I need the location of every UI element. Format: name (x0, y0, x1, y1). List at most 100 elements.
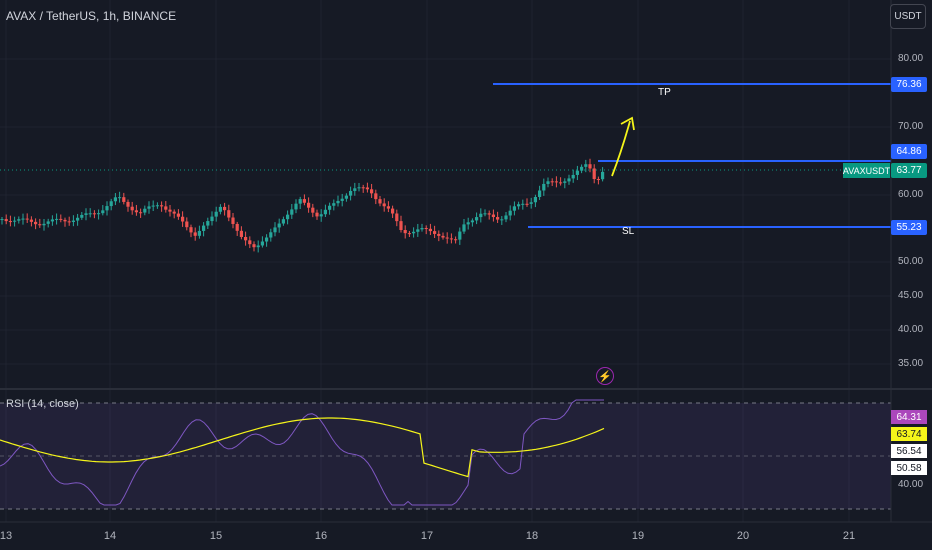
candle-body (592, 168, 596, 180)
candle-body (113, 197, 117, 202)
price-label-80: 80.00 (898, 53, 924, 64)
candle-body (227, 210, 231, 218)
candle-body (21, 218, 25, 220)
candle-body (365, 187, 369, 190)
rsi-legend[interactable]: RSI (14, close) (6, 398, 79, 410)
candle-body (46, 221, 50, 224)
candle-body (176, 213, 180, 217)
candle-body (0, 219, 4, 221)
candle-body (508, 210, 512, 216)
candle-body (475, 217, 479, 221)
candle-body (147, 206, 151, 209)
candle-body (155, 205, 159, 207)
candle-body (206, 221, 210, 226)
candle-body (265, 237, 269, 242)
grid (0, 0, 891, 522)
candle-body (235, 223, 239, 231)
candle-body (88, 213, 92, 215)
candle-body (118, 197, 122, 199)
candle-body (218, 206, 222, 212)
candle-body (546, 181, 550, 184)
candle-body (80, 214, 84, 218)
candle-body (181, 216, 185, 222)
candle-body (521, 203, 525, 205)
candle-body (17, 219, 21, 221)
candle-body (294, 203, 298, 210)
candle-body (84, 213, 88, 215)
candle-body (134, 210, 138, 213)
candle-body (55, 218, 59, 220)
candle-body (151, 205, 155, 207)
time-label-17: 17 (420, 530, 434, 542)
price-label-35: 35.00 (898, 358, 924, 369)
time-label-15: 15 (209, 530, 223, 542)
candle-body (412, 231, 416, 234)
current-price-tag: 63.77 (891, 163, 927, 178)
candle-body (143, 208, 147, 213)
candle-body (281, 219, 285, 224)
rsi-tag-ma: 63.74 (891, 427, 927, 441)
candle-body (550, 181, 554, 183)
candle-body (517, 204, 521, 207)
candle-body (466, 222, 470, 225)
candle-body (529, 202, 533, 204)
candle-body (214, 211, 218, 217)
lightning-icon[interactable]: ⚡ (596, 367, 614, 385)
candle-body (101, 210, 105, 214)
candle-body (554, 181, 558, 183)
candle-body (139, 212, 143, 214)
currency-button[interactable]: USDT (890, 4, 926, 29)
candle-body (260, 241, 264, 246)
sl-label[interactable]: SL (622, 226, 635, 237)
candle-body (491, 214, 495, 218)
candle-body (538, 190, 542, 198)
candle-body (8, 221, 12, 223)
candle-body (433, 231, 437, 234)
price-label-50: 50.00 (898, 256, 924, 267)
candle-body (109, 201, 113, 207)
symbol-title[interactable]: AVAX / TetherUS, 1h, BINANCE (6, 9, 177, 23)
candle-body (563, 181, 567, 183)
time-label-14: 14 (103, 530, 117, 542)
candle-body (311, 207, 315, 213)
candle-body (223, 206, 227, 211)
candle-body (231, 217, 235, 224)
candle-body (298, 199, 302, 204)
candle-body (273, 227, 277, 233)
rsi-ma-line (0, 417, 605, 478)
tp-label[interactable]: TP (658, 87, 671, 98)
candle-body (441, 235, 445, 238)
candle-body (470, 220, 474, 223)
candle-body (374, 193, 378, 200)
tp-price-tag[interactable]: 76.36 (891, 77, 927, 92)
rsi-axis-40: 40.00 (898, 479, 924, 490)
candle-body (164, 206, 168, 210)
target-arrow[interactable] (611, 116, 635, 177)
candle-body (559, 182, 563, 184)
rsi-tag-lower: 50.58 (891, 461, 927, 475)
candle-body (202, 225, 206, 231)
candle-body (67, 221, 71, 223)
candle-body (407, 233, 411, 235)
candle-body (185, 221, 189, 228)
candle-body (424, 228, 428, 230)
time-label-18: 18 (525, 530, 539, 542)
candle-body (29, 219, 33, 222)
candle-body (210, 216, 214, 222)
candle-body (391, 208, 395, 214)
candle-body (256, 245, 260, 248)
sl-price-tag[interactable]: 55.23 (891, 220, 927, 235)
candle-body (500, 219, 504, 221)
candle-body (38, 224, 42, 226)
price-label-60: 60.00 (898, 189, 924, 200)
rsi-tag-value: 64.31 (891, 410, 927, 424)
candle-body (189, 227, 193, 233)
candle-body (349, 190, 353, 196)
candle-body (428, 228, 432, 232)
candle-body (197, 230, 201, 236)
candle-body (454, 239, 458, 241)
entry-price-tag[interactable]: 64.86 (891, 144, 927, 159)
candle-body (403, 230, 407, 234)
candle-body (42, 223, 46, 226)
